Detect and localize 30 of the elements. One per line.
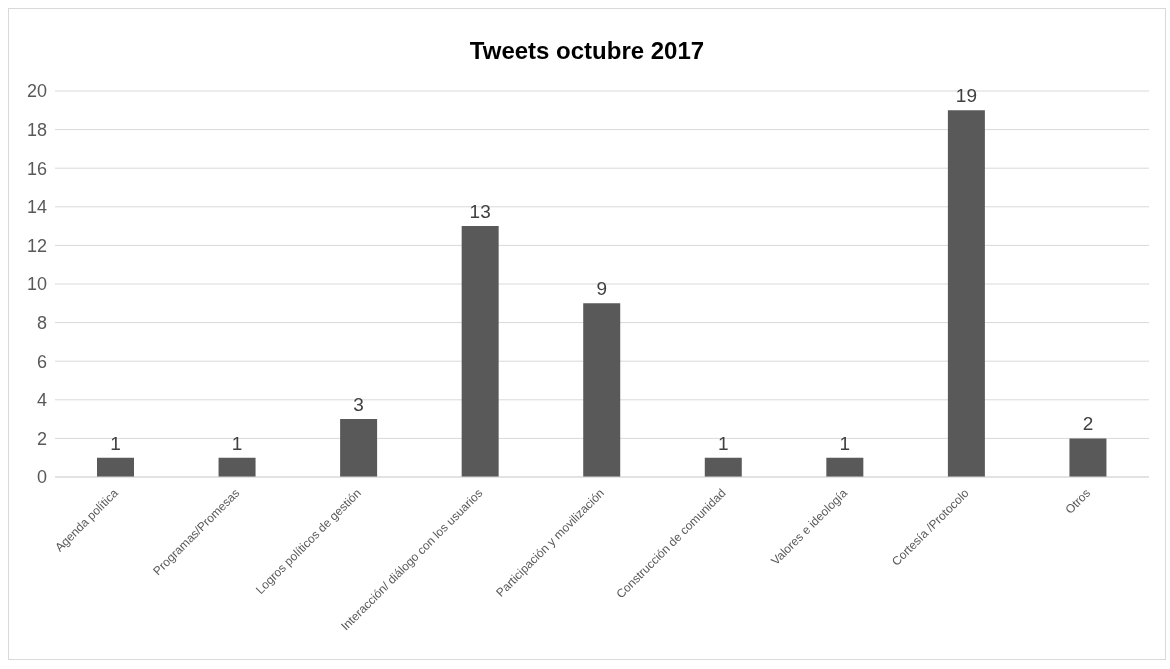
data-label: 9 (596, 278, 608, 300)
bar (218, 457, 256, 477)
data-label: 1 (717, 432, 729, 454)
y-tick-label: 4 (36, 390, 47, 411)
y-tick-label: 14 (26, 197, 47, 218)
y-tick-label: 12 (26, 235, 47, 256)
data-label: 1 (231, 432, 243, 454)
bar (704, 457, 742, 477)
y-tick-label: 8 (36, 312, 47, 333)
data-label: 19 (955, 85, 977, 107)
bar (340, 419, 378, 477)
data-label: 1 (839, 432, 851, 454)
bar (461, 226, 499, 477)
data-label: 2 (1082, 413, 1094, 435)
y-tick-label: 2 (36, 428, 47, 449)
data-label: 1 (110, 432, 121, 454)
bar (97, 457, 134, 477)
bar (947, 110, 985, 477)
y-tick-label: 10 (26, 274, 47, 295)
data-label: 3 (353, 394, 364, 416)
y-tick-label: 20 (26, 81, 47, 102)
bar (1069, 438, 1107, 477)
y-tick-label: 16 (26, 158, 47, 179)
y-tick-label: 18 (26, 119, 47, 140)
y-tick-label: 0 (36, 467, 47, 488)
data-label: 13 (469, 201, 491, 223)
bar (583, 303, 621, 477)
bar (826, 457, 864, 477)
chart-title: Tweets octubre 2017 (468, 36, 706, 66)
y-tick-label: 6 (36, 351, 47, 372)
